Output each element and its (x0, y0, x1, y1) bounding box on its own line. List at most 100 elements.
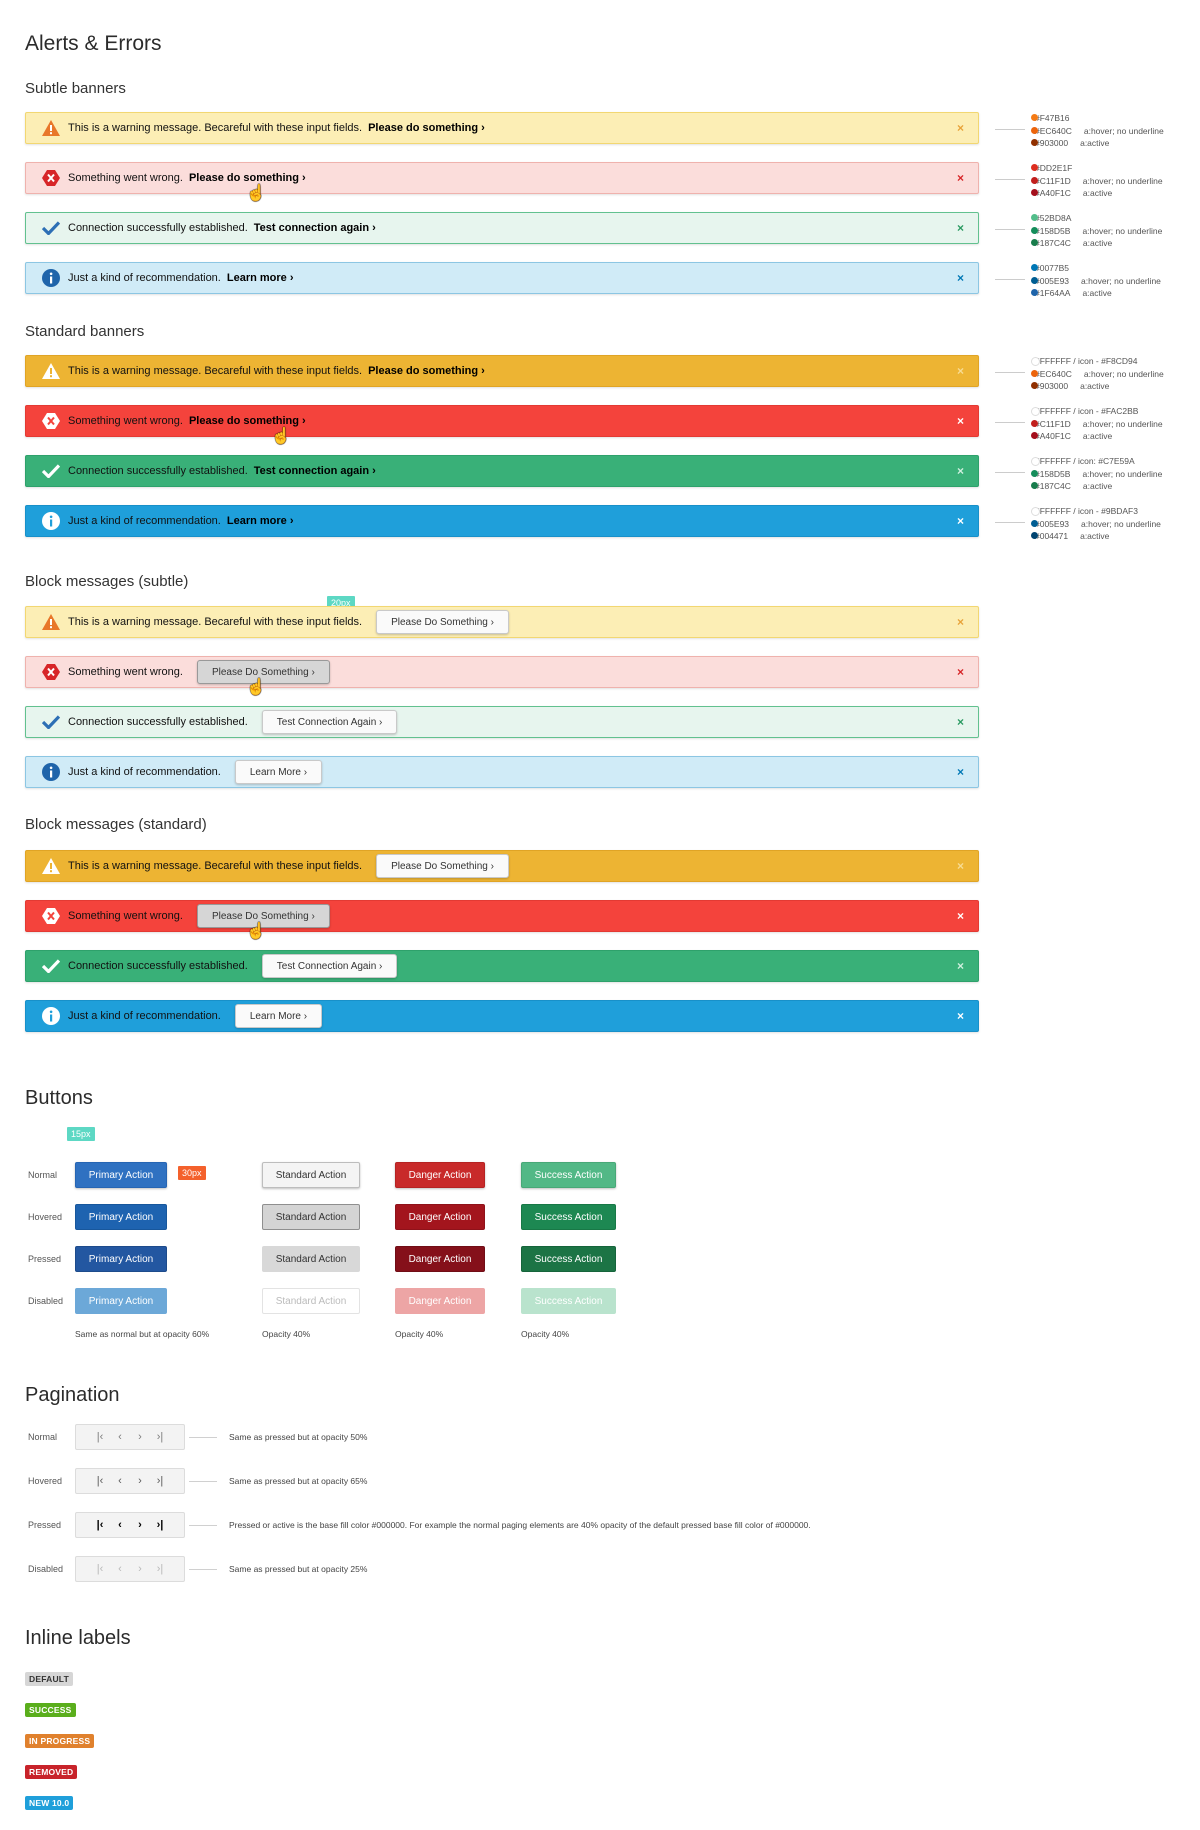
inline-label-removed: REMOVED (25, 1765, 78, 1779)
color-swatch (1031, 369, 1038, 377)
standard-button-normal[interactable]: Standard Action (262, 1162, 360, 1188)
first-page-icon[interactable]: |‹ (96, 1475, 104, 1487)
next-page-icon[interactable]: › (138, 1519, 142, 1531)
close-icon[interactable]: × (956, 464, 964, 478)
close-icon[interactable]: × (956, 364, 964, 378)
close-icon[interactable]: × (956, 765, 964, 779)
block-action-button[interactable]: Please Do Something › (376, 854, 509, 878)
color-hex: #005E93 (1035, 518, 1070, 529)
standard-button-pressed[interactable]: Standard Action (262, 1246, 360, 1272)
color-key-row: #C11F1D a:hover; no underline (1000, 418, 1163, 431)
color-key-row: #FFFFFF / icon - #9BDAF3 (1000, 505, 1161, 518)
primary-button-hovered[interactable]: Primary Action (75, 1204, 167, 1230)
banner-link[interactable]: Please do something › (188, 172, 306, 184)
color-note: a:hover; no underline (1083, 125, 1164, 136)
primary-button-normal[interactable]: Primary Action (75, 1162, 167, 1188)
block-action-button[interactable]: Learn More › (234, 760, 323, 784)
banner-message: Something went wrong. (68, 172, 183, 184)
note-connector (189, 1437, 217, 1438)
pagination-control: |‹ ‹ › ›| (75, 1512, 185, 1538)
checkmark-icon (42, 713, 60, 731)
close-icon[interactable]: × (956, 715, 964, 729)
color-key-subtle-warning: #F47B16 #EC640C a:hover; no underline #9030… (1000, 112, 1164, 150)
block-action-button[interactable]: Learn More › (234, 1004, 323, 1028)
close-icon[interactable]: × (956, 121, 964, 135)
first-page-icon[interactable]: |‹ (96, 1563, 104, 1575)
prev-page-icon[interactable]: ‹ (118, 1475, 122, 1487)
prev-page-icon[interactable]: ‹ (118, 1431, 122, 1443)
last-page-icon[interactable]: ›| (156, 1563, 164, 1575)
next-page-icon[interactable]: › (138, 1431, 142, 1443)
close-icon[interactable]: × (956, 221, 964, 235)
close-icon[interactable]: × (956, 514, 964, 528)
color-note: a:hover; no underline (1081, 275, 1161, 286)
banner-link[interactable]: Learn more › (226, 515, 294, 527)
block-action-button[interactable]: Test Connection Again › (261, 954, 398, 978)
color-hex: #1F64AA (1035, 288, 1071, 298)
standard-button-disabled[interactable]: Standard Action (262, 1288, 360, 1314)
banner-link[interactable]: Please do something › (368, 122, 485, 134)
danger-button-pressed[interactable]: Danger Action (395, 1246, 485, 1272)
close-icon[interactable]: × (956, 615, 964, 629)
danger-button-disabled[interactable]: Danger Action (395, 1288, 485, 1314)
key-connector (995, 229, 1025, 230)
danger-button-hovered[interactable]: Danger Action (395, 1204, 485, 1230)
primary-button-disabled[interactable]: Primary Action (75, 1288, 167, 1314)
last-page-icon[interactable]: ›| (156, 1431, 164, 1443)
block-action-button[interactable]: Please Do Something › (196, 660, 330, 684)
success-button-normal[interactable]: Success Action (521, 1162, 616, 1188)
banner-link[interactable]: Test connection again › (253, 222, 376, 234)
button-state-label: Hovered (28, 1212, 63, 1222)
success-button-disabled[interactable]: Success Action (521, 1288, 616, 1314)
spacing-marker: 15px (67, 1127, 95, 1141)
button-state-label: Normal (28, 1170, 58, 1180)
button-state-label: Pressed (28, 1254, 62, 1264)
primary-button-pressed[interactable]: Primary Action (75, 1246, 167, 1272)
close-icon[interactable]: × (956, 909, 964, 923)
prev-page-icon[interactable]: ‹ (118, 1519, 122, 1531)
first-page-icon[interactable]: |‹ (96, 1519, 104, 1531)
color-note: a:active (1080, 138, 1110, 148)
close-icon[interactable]: × (956, 959, 964, 973)
danger-button-normal[interactable]: Danger Action (395, 1162, 485, 1188)
close-icon[interactable]: × (956, 859, 964, 873)
standard-danger-banner: Something went wrong. Please do somethin… (25, 405, 979, 437)
pagination-note: Same as pressed but at opacity 65% (229, 1476, 368, 1486)
close-icon[interactable]: × (956, 1009, 964, 1023)
success-button-hovered[interactable]: Success Action (521, 1204, 616, 1230)
close-icon[interactable]: × (956, 171, 964, 185)
button-note: Opacity 40% (262, 1329, 311, 1339)
color-hex: #A40F1C (1035, 431, 1071, 441)
subtle-info-banner: Just a kind of recommendation. Learn mor… (25, 262, 979, 294)
color-note: a:active (1082, 238, 1113, 248)
close-icon[interactable]: × (956, 665, 964, 679)
subtle-danger-banner: Something went wrong. Please do somethin… (25, 162, 979, 194)
block-action-button[interactable]: Test Connection Again › (261, 710, 398, 734)
banner-message: This is a warning message. Becareful wit… (68, 616, 363, 628)
banner-message: Just a kind of recommendation. (68, 766, 221, 778)
standard-button-hovered[interactable]: Standard Action (262, 1204, 360, 1230)
banner-link[interactable]: Please do something › (188, 415, 306, 427)
color-key-row: #903000 a:active (1000, 380, 1164, 393)
first-page-icon[interactable]: |‹ (96, 1431, 104, 1443)
next-page-icon[interactable]: › (138, 1563, 142, 1575)
color-note: a:active (1080, 381, 1110, 391)
color-key-row: #005E93 a:hover; no underline (1000, 275, 1161, 288)
color-key-row: #004471 a:active (1000, 530, 1161, 543)
last-page-icon[interactable]: ›| (156, 1519, 164, 1531)
close-icon[interactable]: × (956, 271, 964, 285)
color-swatch (1031, 176, 1038, 184)
block-action-button[interactable]: Please Do Something › (196, 904, 330, 928)
next-page-icon[interactable]: › (138, 1475, 142, 1487)
banner-link[interactable]: Please do something › (368, 365, 485, 377)
banner-link[interactable]: Test connection again › (253, 465, 376, 477)
last-page-icon[interactable]: ›| (156, 1475, 164, 1487)
block-action-button[interactable]: Please Do Something › (376, 610, 509, 634)
prev-page-icon[interactable]: ‹ (118, 1563, 122, 1575)
pagination-state-label: Pressed (28, 1520, 62, 1530)
banner-link[interactable]: Learn more › (226, 272, 294, 284)
success-button-pressed[interactable]: Success Action (521, 1246, 616, 1272)
block-subtle-heading: Block messages (subtle) (25, 573, 189, 590)
color-key-row: #EC640C a:hover; no underline (1000, 368, 1164, 381)
close-icon[interactable]: × (956, 414, 964, 428)
